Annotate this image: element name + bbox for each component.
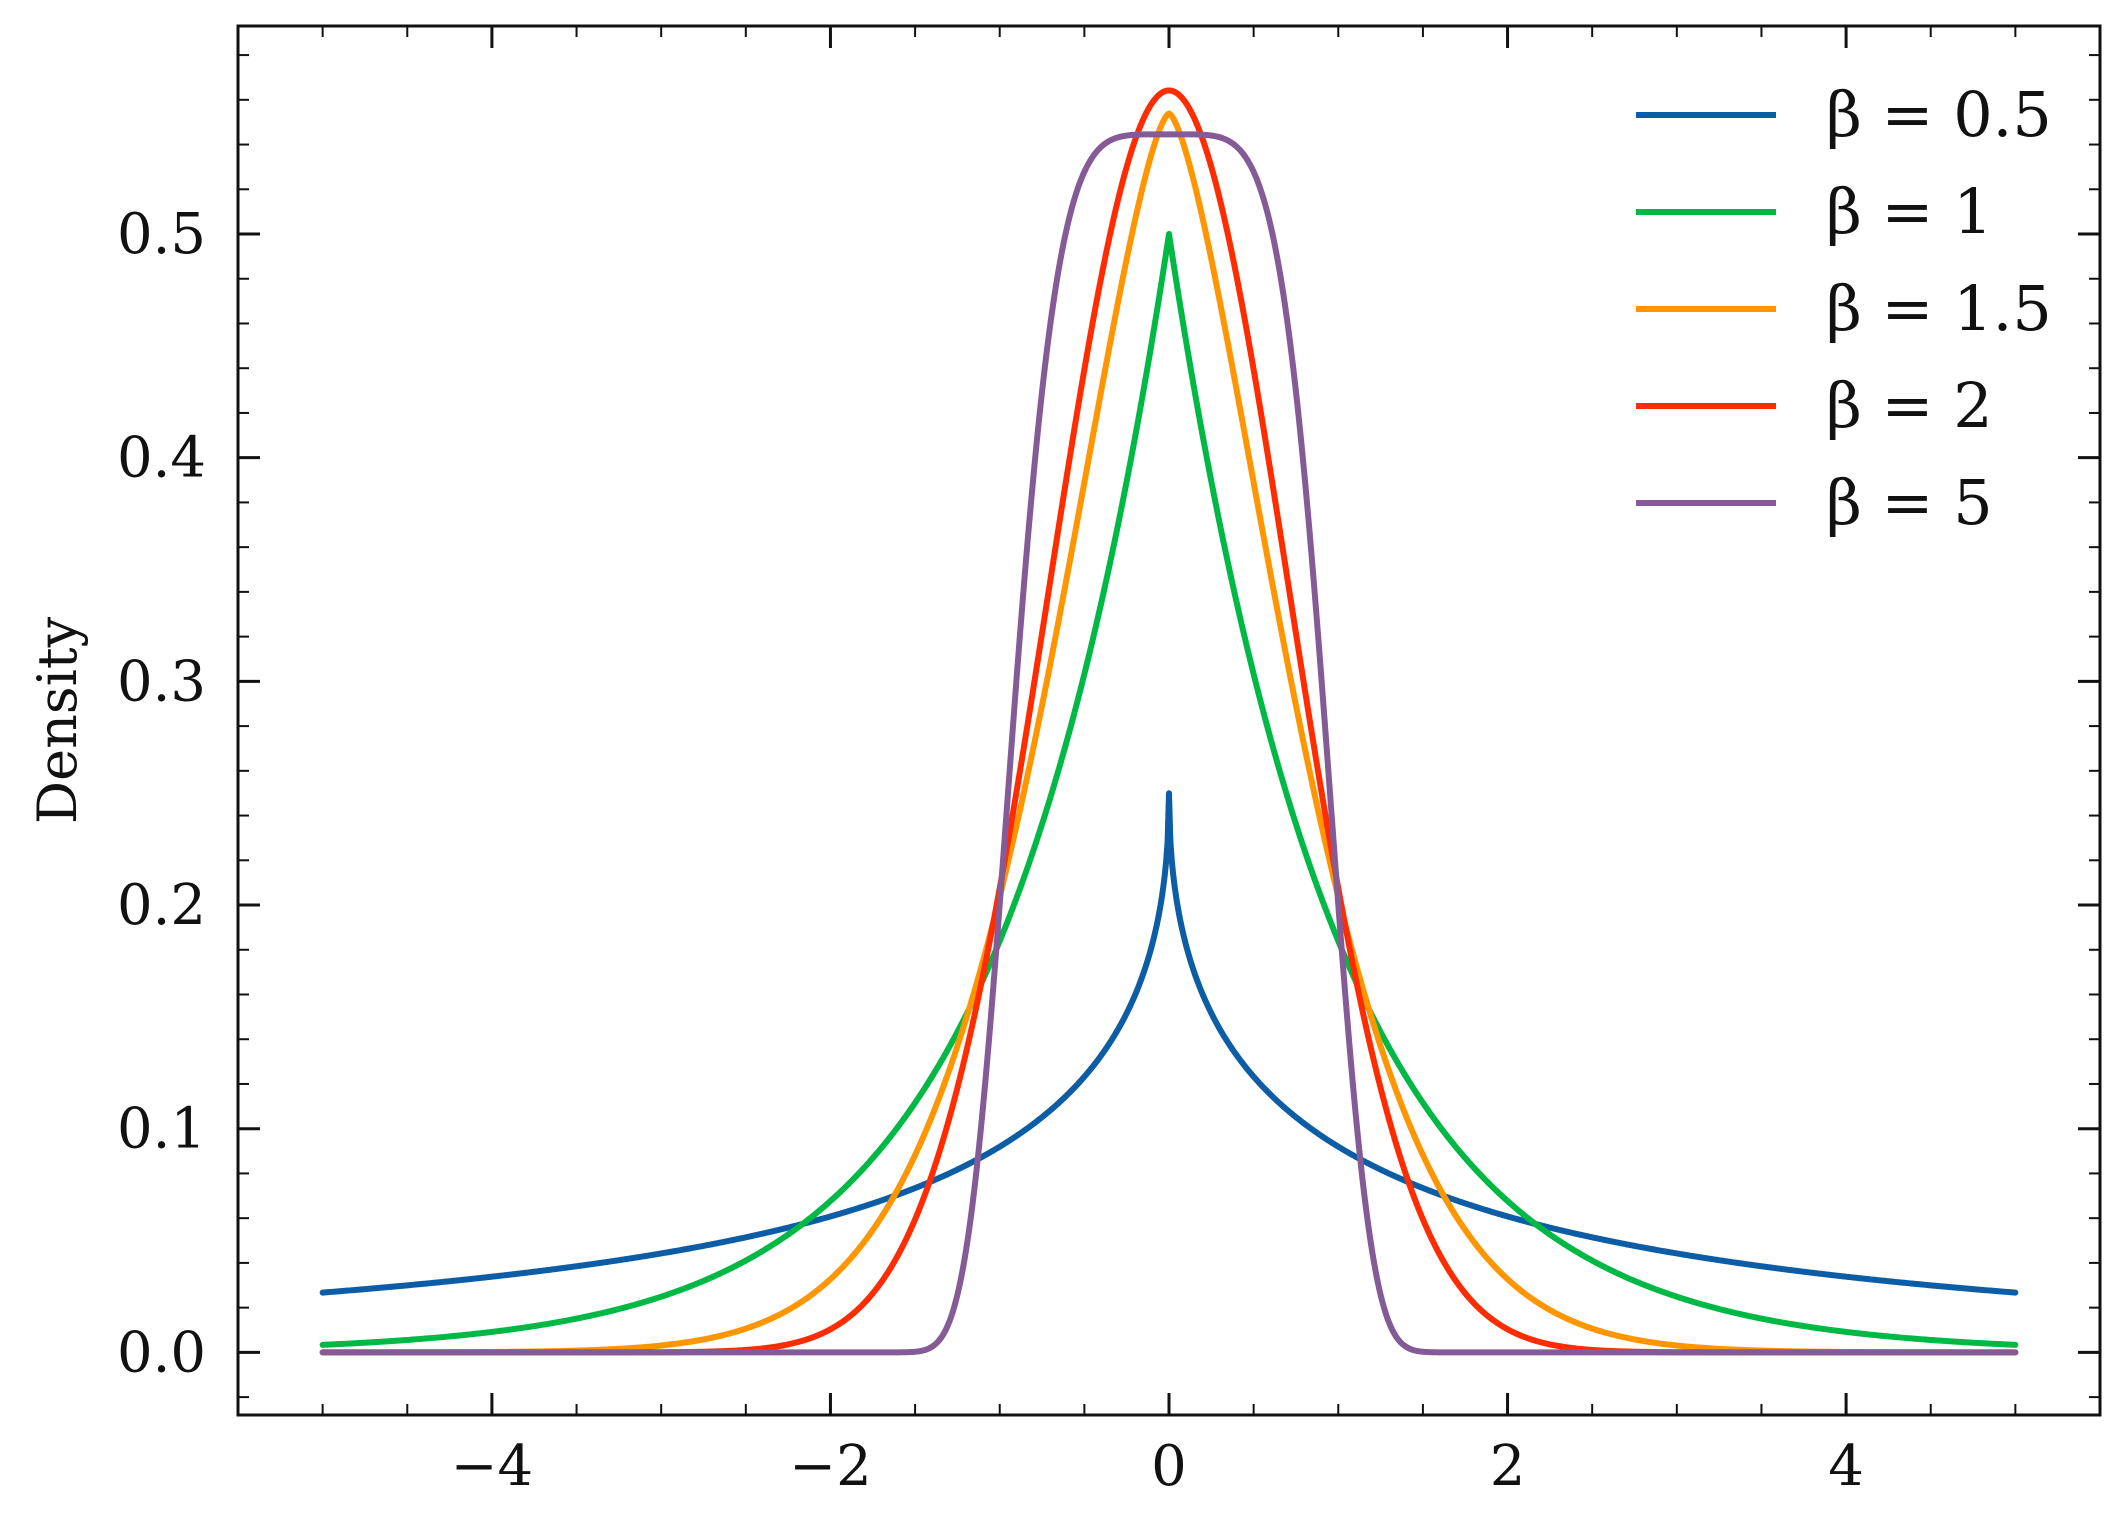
legend-label-2: β = 1	[1826, 175, 1993, 248]
y-tick-label: 0.5	[117, 202, 206, 267]
x-tick-label: 4	[1828, 1434, 1864, 1499]
legend-label-4: β = 2	[1826, 369, 1993, 442]
x-tick-label: −4	[451, 1434, 534, 1499]
x-tick-label: 0	[1151, 1434, 1187, 1499]
y-tick-label: 0.0	[117, 1320, 206, 1385]
x-tick-label: −2	[789, 1434, 872, 1499]
y-tick-label: 0.2	[117, 873, 206, 938]
y-tick-label: 0.3	[117, 649, 206, 714]
legend-label-3: β = 1.5	[1826, 272, 2052, 345]
legend-label-5: β = 5	[1826, 466, 1993, 539]
legend-label-1: β = 0.5	[1826, 78, 2052, 151]
y-tick-label: 0.1	[117, 1097, 206, 1162]
y-axis-label: Density	[26, 616, 89, 824]
y-tick-label: 0.4	[117, 426, 206, 491]
x-tick-label: 2	[1490, 1434, 1526, 1499]
